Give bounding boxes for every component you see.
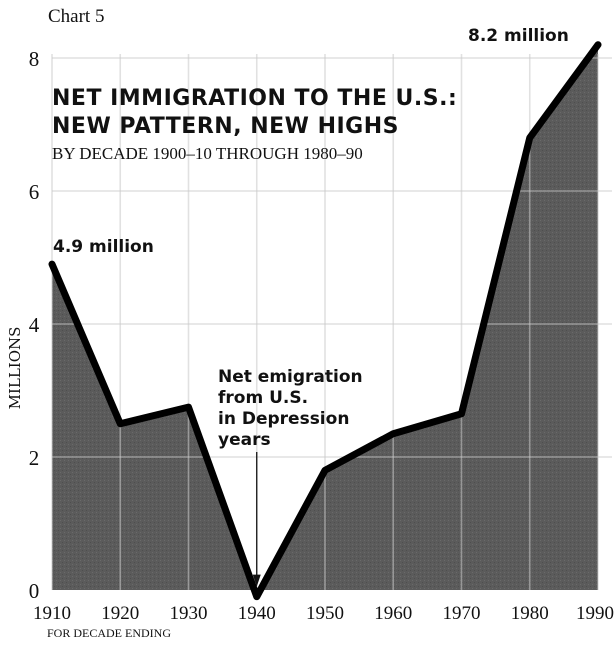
chart-title-line-2: NEW PATTERN, NEW HIGHS <box>52 114 399 139</box>
chart-subtitle: BY DECADE 1900–10 THROUGH 1980–90 <box>52 144 363 163</box>
dip-annotation-line: in Depression <box>218 409 350 429</box>
y-tick-label: 2 <box>29 446 40 470</box>
x-tick-label: 1930 <box>170 603 208 624</box>
dip-annotation: Net emigration from U.S. in Depression y… <box>218 367 363 451</box>
y-tick-label: 8 <box>29 47 40 71</box>
data-point <box>459 411 464 417</box>
data-point <box>186 404 191 410</box>
y-tick-label: 4 <box>29 313 40 337</box>
y-tick-label: 0 <box>29 579 40 603</box>
x-axis-label: FOR DECADE ENDING <box>47 626 171 640</box>
x-tick-label: 1990 <box>576 603 614 624</box>
x-tick-label: 1970 <box>443 603 481 624</box>
chart-title-line-1: NET IMMIGRATION TO THE U.S.: <box>52 86 458 111</box>
chart-number-label: Chart 5 <box>48 6 105 27</box>
x-tick-label: 1910 <box>33 603 71 624</box>
dip-arrow-head <box>252 574 261 587</box>
dip-arrow <box>252 452 261 587</box>
x-tick-label: 1950 <box>306 603 344 624</box>
data-point <box>595 42 601 48</box>
data-point <box>254 594 260 600</box>
data-points <box>49 42 601 600</box>
y-tick-label: 6 <box>29 180 40 204</box>
x-tick-label: 1960 <box>374 603 412 624</box>
dip-annotation-line: Net emigration <box>218 367 363 387</box>
dip-annotation-line: from U.S. <box>218 388 309 408</box>
y-tick-labels: 0 2 4 6 8 <box>29 47 40 603</box>
x-tick-label: 1980 <box>511 603 549 624</box>
data-point <box>322 467 328 473</box>
data-point <box>390 431 396 437</box>
end-value-annotation: 8.2 million <box>468 26 569 46</box>
data-point <box>117 421 123 427</box>
x-tick-label: 1920 <box>101 603 139 624</box>
start-value-annotation: 4.9 million <box>53 237 154 257</box>
dip-annotation-line: years <box>218 430 271 450</box>
y-axis-label: MILLIONS <box>6 327 24 410</box>
x-tick-labels: 1910 1920 1930 1940 1950 1960 1970 1980 1990 <box>33 603 614 624</box>
data-point <box>527 135 533 141</box>
data-point <box>49 261 55 267</box>
x-tick-label: 1940 <box>238 603 276 624</box>
